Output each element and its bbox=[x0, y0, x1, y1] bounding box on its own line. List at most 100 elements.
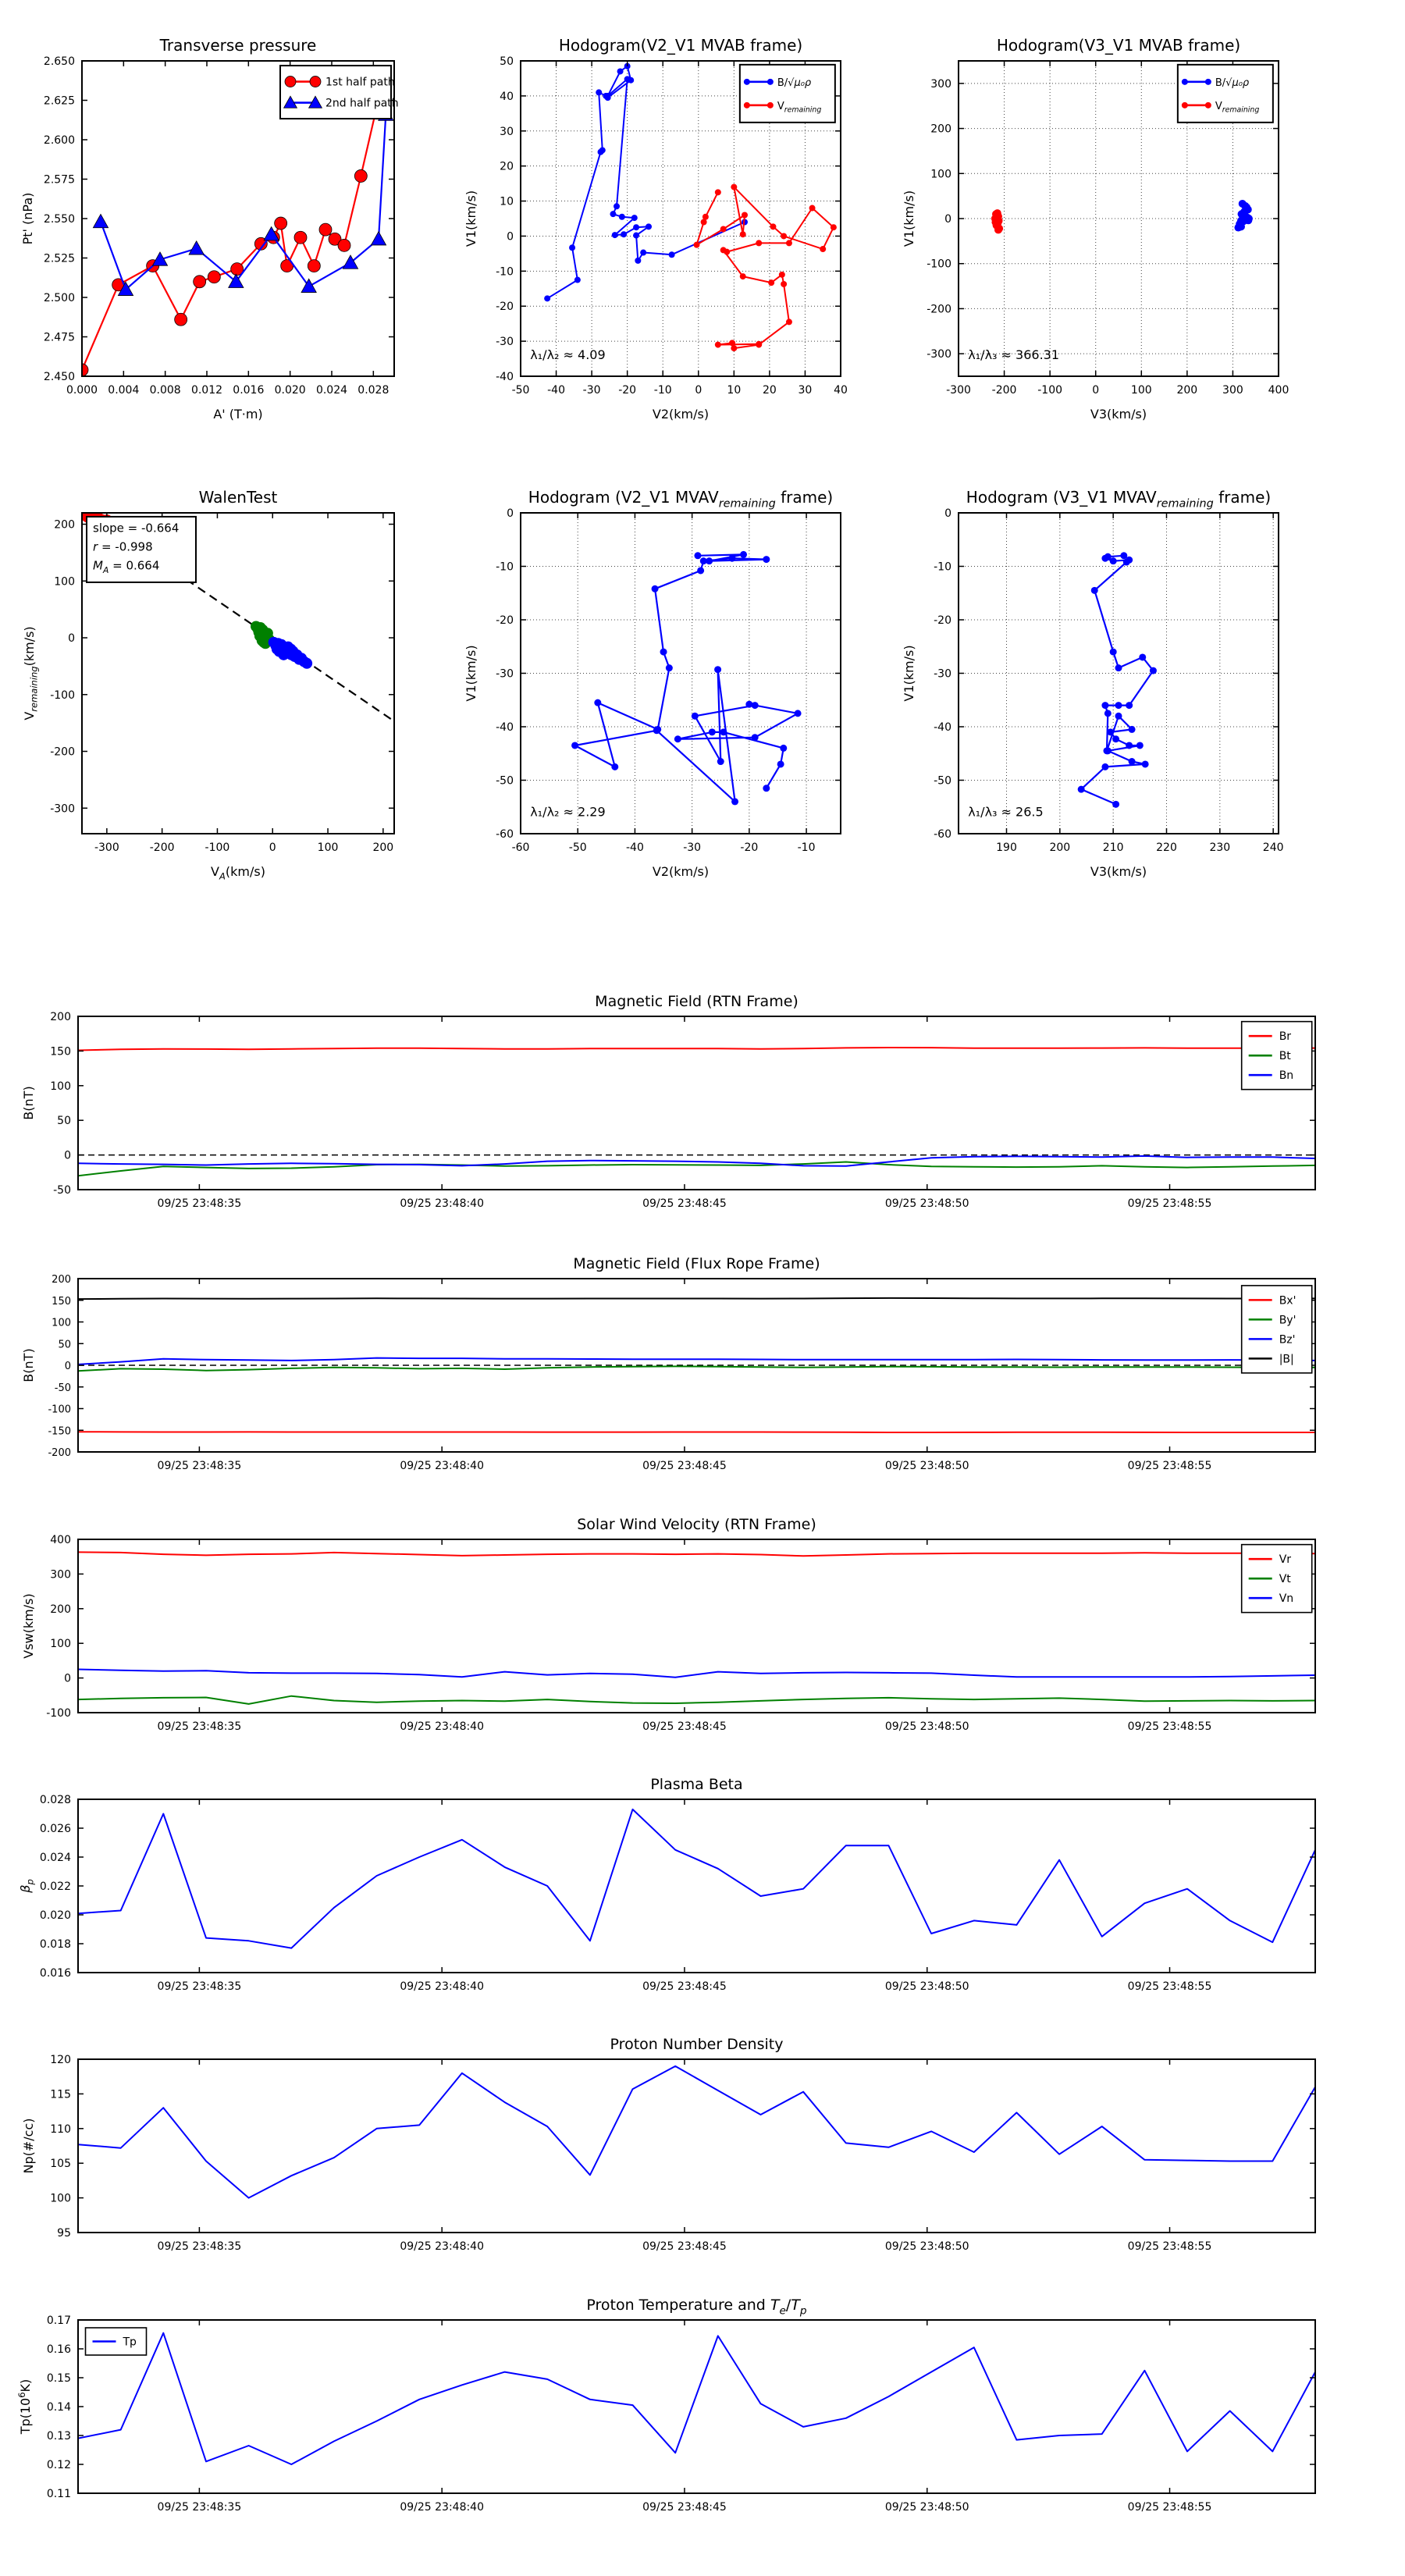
dot-marker bbox=[1109, 557, 1117, 565]
legend-box bbox=[738, 63, 836, 123]
panel-solar-wind-velocity: 09/25 23:48:35 09/25 23:48:40 09/25 23:48:… bbox=[12, 1493, 1405, 1753]
x-tick-label: 200 bbox=[1176, 384, 1197, 397]
y-tick-label: -20 bbox=[496, 301, 514, 313]
circle-marker bbox=[285, 643, 297, 655]
series-Tp bbox=[78, 2332, 1315, 2465]
x-tick-label: 230 bbox=[1209, 841, 1230, 854]
dot-marker bbox=[599, 147, 606, 154]
dot-marker bbox=[1115, 712, 1122, 720]
dot-marker bbox=[617, 68, 624, 75]
x-tick-label: 200 bbox=[1049, 841, 1070, 854]
x-tick-label: 40 bbox=[834, 384, 848, 397]
y-tick-label: 2.450 bbox=[44, 371, 75, 383]
series-line bbox=[78, 2065, 1315, 2199]
dot-marker bbox=[694, 552, 702, 560]
dot-marker bbox=[1239, 215, 1247, 224]
plot-background bbox=[78, 1799, 1315, 1973]
dot-marker bbox=[640, 249, 647, 256]
triangle-marker bbox=[283, 95, 298, 109]
y-tick-label: 400 bbox=[50, 1534, 71, 1546]
y-axis-label: Tp(106K) bbox=[16, 2379, 33, 2435]
dot-marker bbox=[739, 273, 746, 280]
y-tick-label: 0.022 bbox=[40, 1880, 71, 1893]
circle-marker bbox=[301, 657, 313, 669]
x-tick-label: 0.028 bbox=[357, 384, 389, 397]
dot-marker bbox=[1204, 78, 1211, 85]
series-line bbox=[78, 2332, 1315, 2465]
x-tick-label: -200 bbox=[150, 841, 175, 854]
circle-marker bbox=[258, 636, 269, 648]
y-tick-label: 0.024 bbox=[40, 1852, 71, 1864]
x-axis-label: V2(km/s) bbox=[653, 864, 709, 879]
y-tick-label: 50 bbox=[58, 1339, 71, 1350]
y-tick-label: 0.020 bbox=[40, 1909, 71, 1922]
dot-marker bbox=[693, 241, 700, 248]
y-tick-label: 30 bbox=[500, 126, 514, 138]
legend-label: 1st half path bbox=[325, 76, 395, 89]
dot-marker bbox=[1104, 747, 1112, 755]
series-line bbox=[78, 1047, 1315, 1051]
x-tick-label: 240 bbox=[1263, 841, 1284, 854]
dot-marker bbox=[1126, 742, 1133, 749]
series-line bbox=[78, 1808, 1315, 1949]
legend-label: Br bbox=[1279, 1030, 1292, 1043]
y-tick-label: 0.15 bbox=[47, 2372, 71, 2385]
circle-marker bbox=[274, 216, 288, 230]
x-tick-label: 09/25 23:48:35 bbox=[158, 1720, 242, 1733]
annotation: λ₁/λ₂ ≈ 4.09 bbox=[530, 347, 605, 362]
x-tick-label: 09/25 23:48:55 bbox=[1128, 2501, 1212, 2514]
y-tick-label: -100 bbox=[48, 1404, 71, 1416]
plot-background bbox=[78, 2320, 1315, 2493]
circle-marker bbox=[284, 76, 297, 87]
dot-marker bbox=[729, 340, 736, 347]
x-tick-label: -300 bbox=[946, 384, 971, 397]
dot-marker bbox=[756, 340, 763, 347]
x-tick-label: 09/25 23:48:50 bbox=[885, 1980, 969, 1993]
y-tick-label: -50 bbox=[496, 775, 514, 788]
y-tick-label: -300 bbox=[927, 348, 951, 361]
legend-box bbox=[279, 65, 392, 120]
y-tick-label: 2.600 bbox=[44, 134, 75, 147]
x-tick-label: -10 bbox=[798, 841, 816, 854]
y-tick-label: 200 bbox=[930, 123, 951, 136]
legend-label: Bz' bbox=[1279, 1333, 1296, 1346]
x-tick-label: -10 bbox=[654, 384, 672, 397]
series-By' bbox=[78, 1365, 1315, 1372]
y-tick-label: 200 bbox=[52, 1274, 71, 1286]
circle-marker bbox=[207, 270, 221, 284]
legend-label: Vr bbox=[1279, 1553, 1292, 1566]
dot-marker bbox=[767, 101, 774, 109]
x-tick-label: 400 bbox=[1268, 384, 1289, 397]
panel-hodogram-v3v1-mvab: -300 -200 -100 0 100 200 300 400 -300 -200 -100 0 10… bbox=[890, 12, 1327, 471]
y-tick-label: -100 bbox=[46, 1707, 71, 1720]
hodogram-v2v1-mvav-chart: -60 -50 -40 -30 -20 -10 -60 -50 -40 -30 -20 -10 0 Hod… bbox=[464, 488, 841, 879]
triangle-marker bbox=[228, 273, 244, 288]
x-tick-label: 210 bbox=[1103, 841, 1124, 854]
y-axis-label: βp bbox=[18, 1879, 35, 1894]
chart-title: Proton Number Density bbox=[610, 2036, 784, 2053]
dot-marker bbox=[728, 554, 736, 562]
dot-marker bbox=[740, 550, 748, 558]
x-tick-label: 09/25 23:48:55 bbox=[1128, 1980, 1212, 1993]
series-Bz' bbox=[78, 1357, 1315, 1365]
y-tick-label: 300 bbox=[50, 1568, 71, 1581]
y-tick-label: -40 bbox=[934, 721, 951, 734]
dot-marker bbox=[665, 664, 673, 672]
y-tick-label: 2.575 bbox=[44, 174, 75, 187]
dot-marker bbox=[574, 276, 581, 283]
dot-marker bbox=[1115, 664, 1122, 672]
dot-marker bbox=[720, 728, 727, 736]
x-tick-label: 09/25 23:48:40 bbox=[400, 1720, 484, 1733]
y-tick-label: 0.026 bbox=[40, 1823, 71, 1835]
dot-marker bbox=[611, 763, 619, 770]
dot-marker bbox=[756, 240, 763, 247]
series-line bbox=[78, 1551, 1315, 1557]
dot-marker bbox=[1181, 78, 1188, 85]
dot-marker bbox=[708, 728, 716, 736]
dot-marker bbox=[614, 203, 620, 210]
dot-marker bbox=[1101, 554, 1109, 562]
triangle-marker bbox=[342, 254, 359, 269]
dot-marker bbox=[809, 205, 816, 212]
y-tick-label: -40 bbox=[496, 721, 514, 734]
dot-marker bbox=[1136, 742, 1144, 749]
